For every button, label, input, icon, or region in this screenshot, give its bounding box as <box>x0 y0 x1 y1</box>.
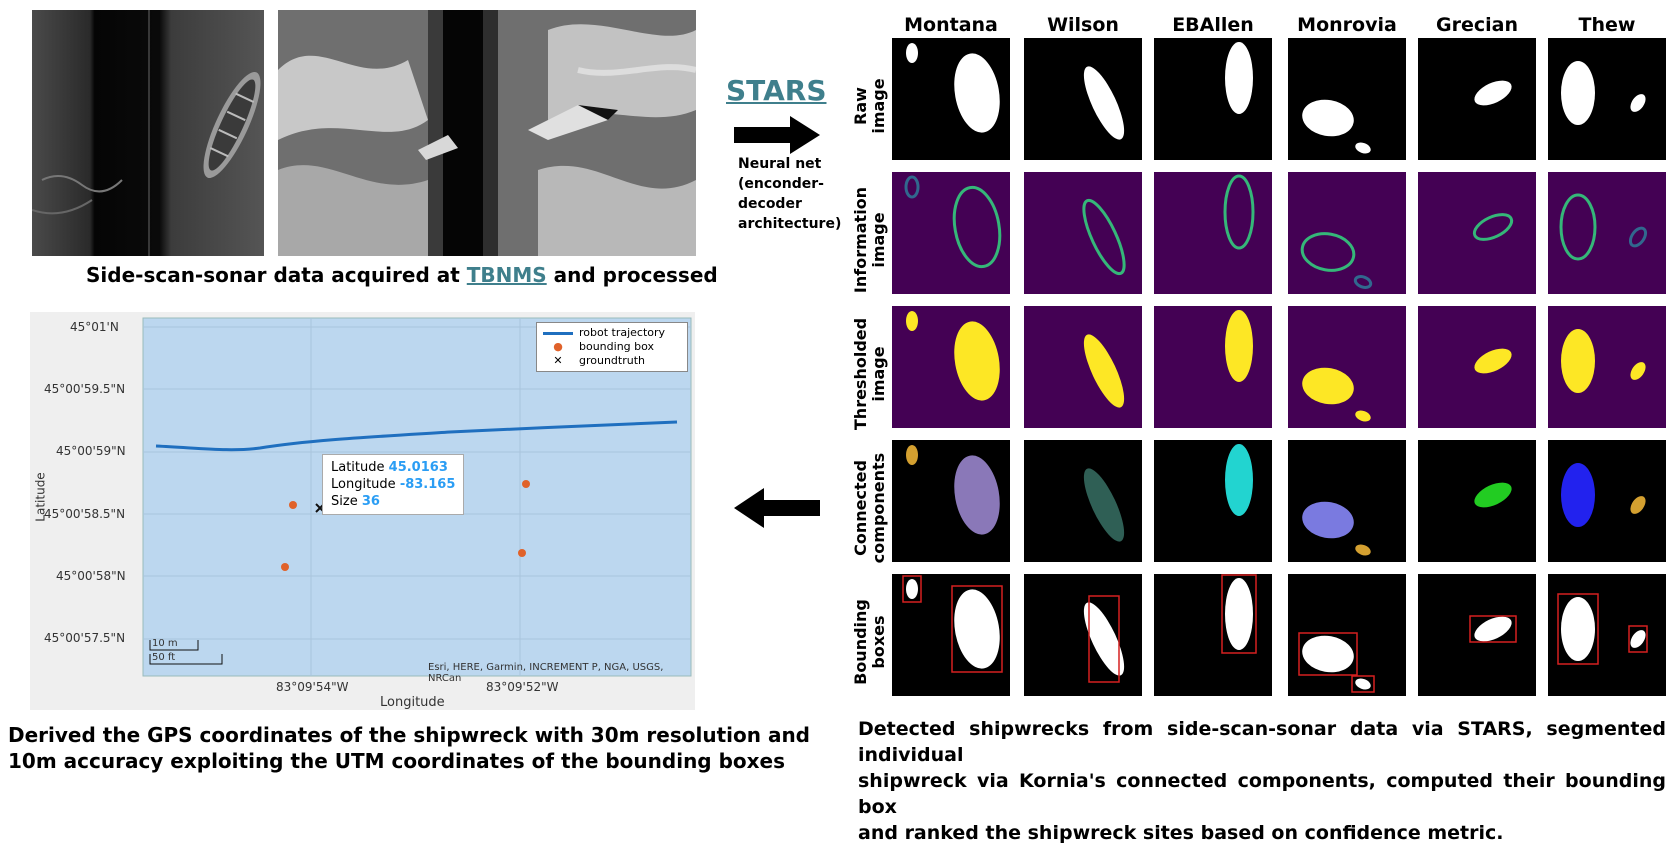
grid-cell <box>1418 172 1536 294</box>
grid-cell <box>1548 306 1666 428</box>
grid-cell <box>892 440 1010 562</box>
gps-caption: Derived the GPS coordinates of the shipw… <box>8 723 811 773</box>
grid-cell <box>1154 440 1272 562</box>
y-tick: 45°00'59.5"N <box>44 382 126 396</box>
y-tick: 45°00'58.5"N <box>44 507 126 521</box>
bbox-point <box>289 501 297 509</box>
grid-cell <box>1154 306 1272 428</box>
x-tick: 83°09'54"W <box>276 680 349 694</box>
detection-caption: Detected shipwrecks from side-scan-sonar… <box>858 718 1666 844</box>
col-head-montana: Montana <box>904 14 998 36</box>
x-axis-label: Longitude <box>380 695 445 710</box>
grid-cell <box>892 306 1010 428</box>
row-head-connected: Connected components <box>851 452 888 564</box>
row-head-raw: Raw image <box>851 78 888 134</box>
y-tick: 45°01'N <box>70 320 119 334</box>
right-arrow-icon <box>734 116 820 154</box>
grid-cell <box>1548 172 1666 294</box>
grid-cell <box>1548 440 1666 562</box>
grid-cell <box>1418 574 1536 696</box>
neural-net-label: Neural net (enconder- decoder architectu… <box>738 156 842 232</box>
grid-cell <box>1154 38 1272 160</box>
grid-cell <box>1418 306 1536 428</box>
sonar-image-1 <box>32 10 264 256</box>
sonar-caption: Side-scan-sonar data acquired at TBNMS a… <box>86 263 718 287</box>
grid-cell <box>1024 440 1142 562</box>
row-head-bounding: Bounding boxes <box>851 599 888 685</box>
grid-cell <box>1548 38 1666 160</box>
grid-cell <box>1288 574 1406 696</box>
grid-cell <box>1024 574 1142 696</box>
scale-50ft: 50 ft <box>152 652 176 663</box>
row-head-information: Information image <box>851 186 888 294</box>
bbox-point <box>518 549 526 557</box>
col-head-grecian: Grecian <box>1436 14 1518 36</box>
bbox-point <box>522 480 530 488</box>
grid-cell <box>1288 172 1406 294</box>
stars-link[interactable]: STARS <box>726 74 827 107</box>
grid-cell <box>1024 38 1142 160</box>
y-tick: 45°00'59"N <box>56 444 126 458</box>
scale-10m: 10 m <box>152 638 178 649</box>
grid-cell <box>1154 172 1272 294</box>
robot-trajectory-line <box>155 420 678 452</box>
grid-cell <box>892 38 1010 160</box>
map-attribution: Esri, HERE, Garmin, INCREMENT P, NGA, US… <box>428 662 664 684</box>
col-head-wilson: Wilson <box>1047 14 1119 36</box>
col-head-monrovia: Monrovia <box>1297 14 1397 36</box>
grid-cell <box>1418 440 1536 562</box>
grid-cell <box>1288 38 1406 160</box>
grid-cell <box>1024 172 1142 294</box>
grid-cell <box>892 172 1010 294</box>
left-arrow-icon <box>734 488 820 528</box>
y-tick: 45°00'57.5"N <box>44 631 126 645</box>
grid-cell <box>1548 574 1666 696</box>
grid-cell <box>892 574 1010 696</box>
bbox-point <box>281 563 289 571</box>
tbnms-link[interactable]: TBNMS <box>466 263 547 287</box>
grid-cell <box>1024 306 1142 428</box>
x-tick: 83°09'52"W <box>486 680 559 694</box>
grid-cell <box>1418 38 1536 160</box>
map-tooltip: Latitude 45.0163 Longitude -83.165 Size … <box>322 454 465 515</box>
col-head-eballen: EBAllen <box>1172 14 1254 36</box>
col-head-thew: Thew <box>1578 14 1636 36</box>
y-axis-label: Latitude <box>33 472 48 522</box>
grid-cell <box>1288 440 1406 562</box>
map-panel: 45°01'N 45°00'59.5"N 45°00'59"N 45°00'58… <box>30 312 695 710</box>
sonar-image-2 <box>278 10 696 256</box>
map-legend: robot trajectory ● bounding box ✕ groundtr… <box>536 322 688 372</box>
y-tick: 45°00'58"N <box>56 569 126 583</box>
grid-cell <box>1288 306 1406 428</box>
row-head-thresholded: Thresholded image <box>851 317 888 431</box>
grid-cell <box>1154 574 1272 696</box>
